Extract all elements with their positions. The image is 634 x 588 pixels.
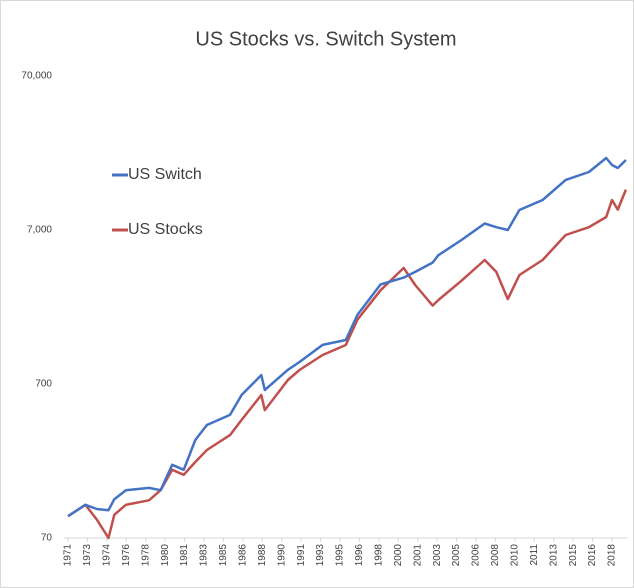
- legend-label: US Stocks: [128, 221, 203, 238]
- x-tick-label: 2008: [490, 544, 501, 567]
- x-tick-label: 2011: [529, 544, 540, 566]
- x-tick-label: 1981: [179, 544, 190, 567]
- x-tick-label: 1991: [296, 544, 307, 567]
- x-tick-label: 1985: [218, 544, 229, 567]
- x-tick-label: 2000: [393, 544, 404, 567]
- x-tick-label: 2001: [412, 544, 423, 567]
- x-tick-label: 1978: [140, 544, 151, 567]
- x-tick-label: 1995: [335, 544, 346, 567]
- x-tick-label: 1971: [63, 544, 74, 567]
- x-tick-label: 1983: [199, 544, 210, 567]
- x-tick-label: 2015: [568, 544, 579, 567]
- x-tick-label: 1973: [82, 544, 93, 567]
- series-line: [67, 189, 628, 540]
- legend-label: US Switch: [128, 166, 202, 183]
- x-tick-label: 2006: [471, 544, 482, 567]
- x-tick-label: 1988: [257, 544, 268, 567]
- x-tick-label: 2013: [548, 544, 559, 567]
- x-tick-label: 2003: [432, 544, 443, 567]
- x-tick-label: 1976: [121, 544, 132, 567]
- x-tick-label: 2018: [607, 544, 618, 567]
- x-tick-label: 2005: [451, 544, 462, 567]
- x-tick-label: 1990: [276, 544, 287, 567]
- x-tick-label: 2016: [587, 544, 598, 567]
- x-tick-label: 1980: [160, 544, 171, 567]
- x-tick-label: 2010: [510, 544, 521, 567]
- chart-title: US Stocks vs. Switch System: [195, 28, 456, 50]
- x-tick-label: 1993: [315, 544, 326, 567]
- x-tick-label: 1998: [374, 544, 385, 567]
- y-tick-label: 700: [35, 379, 52, 390]
- y-tick-label: 70: [41, 533, 53, 544]
- series-line: [67, 156, 627, 518]
- x-tick-label: 1986: [238, 544, 249, 567]
- x-tick-label: 1974: [102, 544, 113, 567]
- x-tick-label: 1996: [354, 544, 365, 567]
- y-tick-label: 7,000: [27, 225, 52, 236]
- y-tick-label: 70,000: [21, 71, 52, 82]
